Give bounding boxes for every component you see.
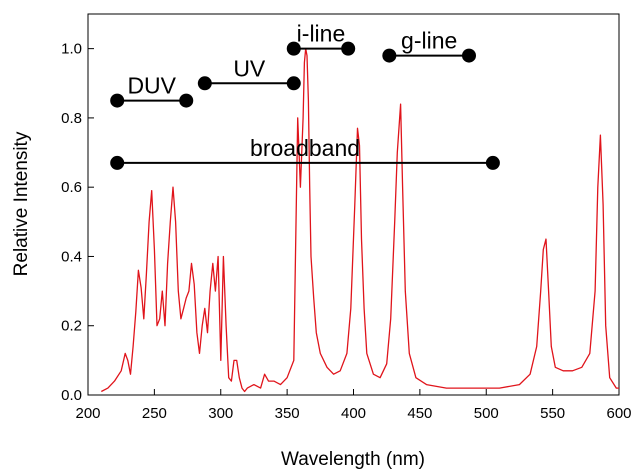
x-axis-ticks: 200 250 300 350 400 450 500 550 600 [75, 389, 632, 422]
y-tick-label: 1.0 [61, 41, 82, 58]
range-broadband: broadband [110, 135, 500, 170]
range-label: DUV [127, 73, 176, 99]
x-tick-label: 250 [142, 405, 167, 422]
x-tick-label: 600 [606, 405, 631, 422]
x-tick-label: 300 [208, 405, 233, 422]
y-axis-ticks: 0.0 0.2 0.4 0.6 0.8 1.0 [61, 41, 94, 404]
x-tick-label: 200 [75, 405, 100, 422]
range-duv: DUV [110, 73, 194, 108]
range-end-dot [461, 48, 476, 63]
x-tick-label: 500 [474, 405, 499, 422]
range-end-dot [341, 41, 356, 56]
series-layer [101, 47, 619, 393]
y-axis-title: Relative Intensity [11, 131, 32, 276]
range-uv: UV [197, 55, 301, 91]
y-tick-label: 0.8 [61, 110, 82, 127]
range-start-dot [197, 76, 212, 91]
range-i-line: i-line [286, 21, 356, 56]
range-start-dot [110, 93, 125, 108]
x-tick-label: 550 [540, 405, 565, 422]
range-label: g-line [401, 28, 457, 54]
range-label: UV [233, 55, 266, 81]
range-label: i-line [297, 21, 346, 47]
range-end-dot [286, 76, 301, 91]
range-start-dot [382, 48, 397, 63]
x-tick-label: 450 [407, 405, 432, 422]
y-tick-label: 0.2 [61, 318, 82, 335]
x-axis-title: Wavelength (nm) [281, 449, 425, 470]
range-g-line: g-line [382, 28, 476, 63]
y-tick-label: 0.0 [61, 387, 82, 404]
plot-area [87, 13, 620, 396]
spectrum-line [101, 47, 619, 393]
x-tick-label: 400 [341, 405, 366, 422]
wavelength-ranges: DUV UV i-line g-line broadband [110, 21, 500, 170]
range-start-dot [286, 41, 301, 56]
x-tick-label: 350 [275, 405, 300, 422]
range-label: broadband [250, 135, 360, 161]
y-tick-label: 0.6 [61, 179, 82, 196]
y-tick-label: 0.4 [61, 248, 82, 265]
range-start-dot [110, 155, 125, 170]
range-end-dot [485, 155, 500, 170]
range-end-dot [179, 93, 194, 108]
